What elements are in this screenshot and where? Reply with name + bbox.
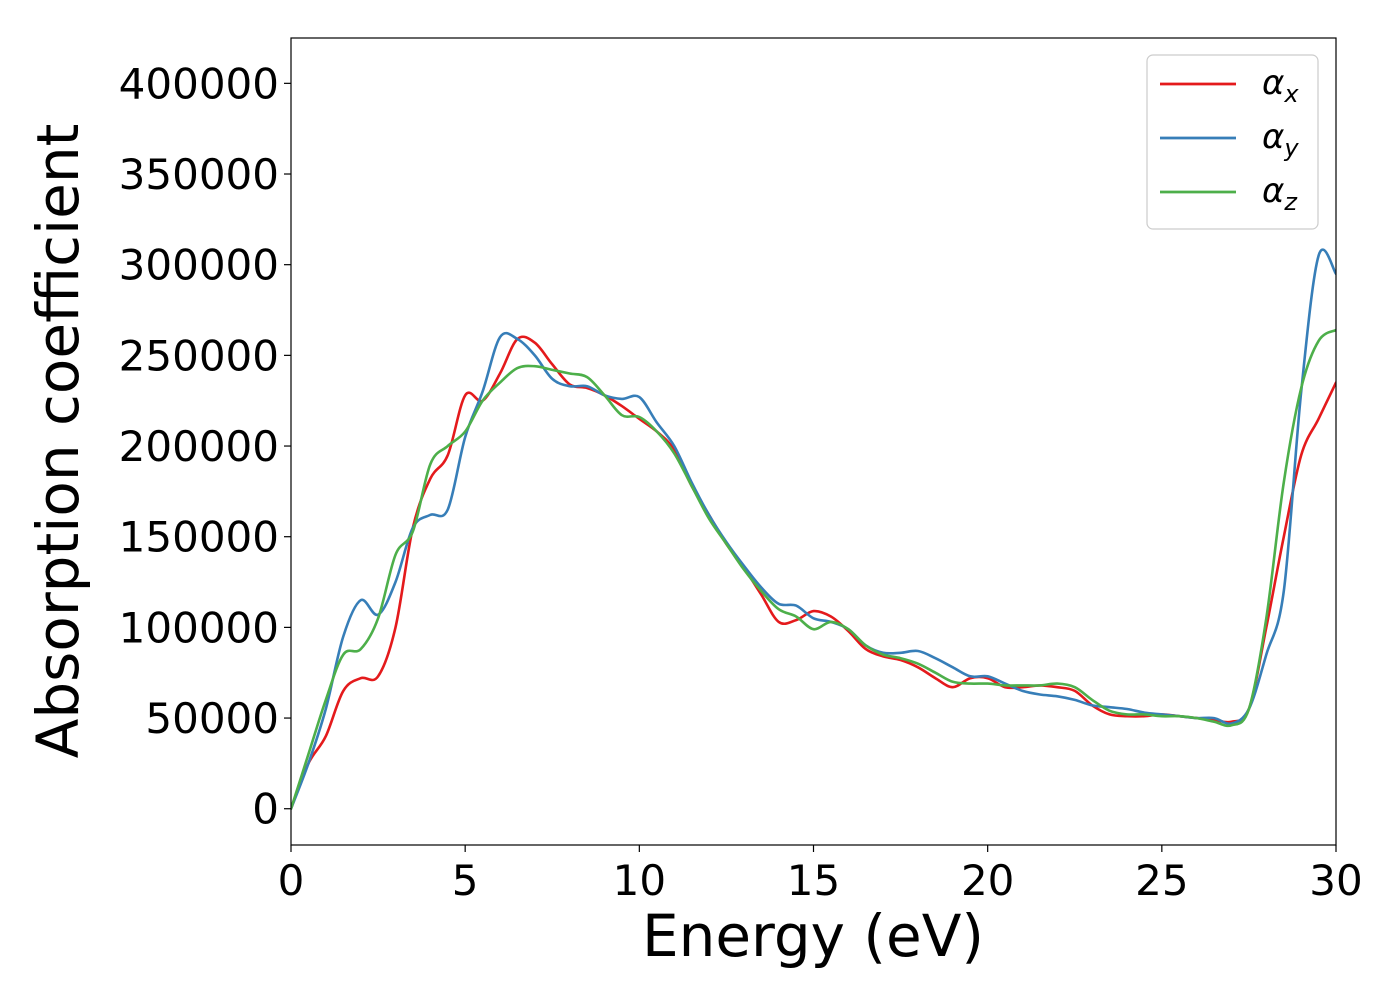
x-tick-label: 25: [1135, 856, 1188, 905]
y-tick-label: 250000: [119, 331, 279, 380]
y-tick-label: 400000: [119, 59, 279, 108]
y-tick-label: 100000: [119, 603, 279, 652]
x-axis-label: Energy (eV): [642, 902, 984, 970]
y-tick-label: 50000: [145, 694, 279, 743]
y-tick-label: 350000: [119, 150, 279, 199]
y-axis-label: Absorption coefficient: [24, 124, 92, 759]
y-tick-label: 200000: [119, 422, 279, 471]
x-tick-label: 10: [613, 856, 666, 905]
x-tick-label: 20: [961, 856, 1014, 905]
legend-items: αx αy αz: [1160, 63, 1299, 216]
x-axis-ticks: 0 5 10 15 20 25 30: [278, 845, 1363, 905]
x-tick-label: 30: [1309, 856, 1362, 905]
legend-box: [1146, 54, 1319, 230]
series-layer: [291, 248, 1336, 810]
legend-label-x: αx: [1262, 63, 1299, 108]
x-tick-label: 15: [787, 856, 840, 905]
legend-label-y: αy: [1262, 117, 1299, 162]
legend-label-z: αz: [1262, 171, 1298, 216]
series-line-z: [291, 328, 1336, 810]
y-tick-label: 300000: [119, 241, 279, 290]
y-tick-label: 150000: [119, 513, 279, 562]
legend: αx αy αz: [1146, 54, 1319, 230]
x-tick-label: 0: [278, 856, 305, 905]
y-axis-ticks: 0 50000 100000 150000 200000 250000 300000 3500…: [119, 59, 291, 834]
y-tick-label: 0: [252, 785, 279, 834]
x-tick-label: 5: [452, 856, 479, 905]
